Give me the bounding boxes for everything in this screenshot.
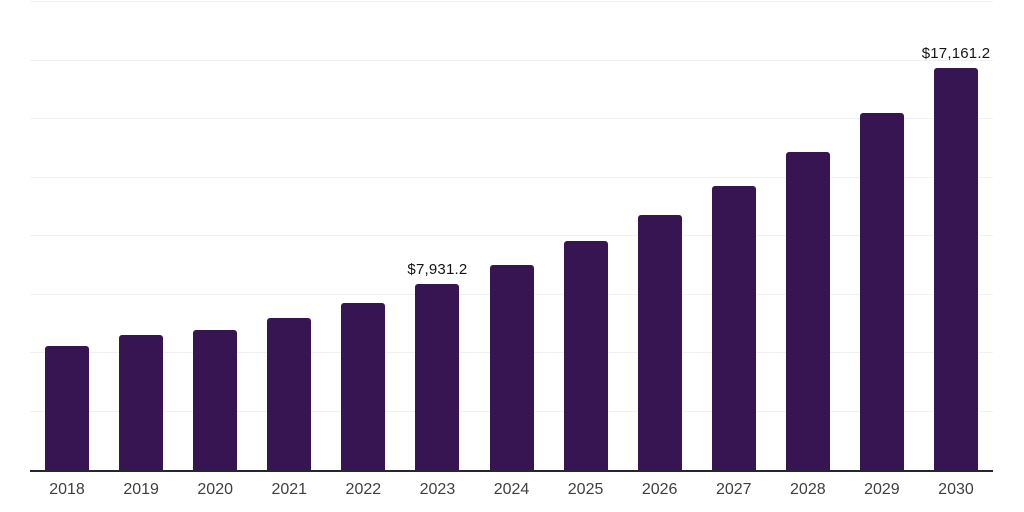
x-axis-label-2028: 2028 <box>790 481 826 498</box>
bar-2026 <box>637 214 682 470</box>
bar-2024 <box>489 265 534 470</box>
bar-slot-2030: $17,161.2 <box>919 2 993 470</box>
plot-area: $7,931.2 $17,161.2 <box>30 1 993 472</box>
bar-slot-2026 <box>623 2 697 470</box>
gridline <box>30 235 993 236</box>
x-axis-label-2027: 2027 <box>715 481 752 498</box>
bar-2019 <box>119 335 164 470</box>
bar-2029 <box>859 113 904 470</box>
x-axis-label-2020: 2020 <box>197 481 233 498</box>
bar-2030 <box>933 68 978 470</box>
bar-2022 <box>341 302 386 470</box>
bar-slot-2029 <box>845 2 919 470</box>
gridline <box>30 176 993 178</box>
bar-2020 <box>193 329 238 470</box>
x-axis-label-2030: 2030 <box>938 481 974 498</box>
x-axis-label-2022: 2022 <box>345 481 382 498</box>
bar-slot-2021 <box>252 2 326 470</box>
gridline <box>30 1 993 2</box>
bar-slot-2024 <box>474 2 548 470</box>
bar-2018 <box>45 345 90 470</box>
x-axis-label-2023: 2023 <box>419 481 456 498</box>
bar-slot-2020 <box>178 2 252 470</box>
bar-slot-2018 <box>30 2 104 470</box>
bars-row: $7,931.2 $17,161.2 <box>30 2 993 470</box>
bar-slot-2019 <box>104 2 178 470</box>
bar-slot-2022 <box>326 2 400 470</box>
gridline <box>30 59 993 61</box>
x-axis-label-2021: 2021 <box>271 481 308 498</box>
bar-2023 <box>415 284 460 470</box>
data-label-2030: $17,161.2 <box>921 45 991 63</box>
bar-slot-2028 <box>771 2 845 470</box>
x-axis-label-2024: 2024 <box>493 481 530 498</box>
bar-2021 <box>267 317 312 470</box>
bar-slot-2025 <box>549 2 623 470</box>
x-axis: 2018 2019 2020 2021 2022 2023 2024 2025 2026 2027… <box>30 481 993 499</box>
x-axis-label-2026: 2026 <box>641 481 678 498</box>
bar-slot-2027 <box>697 2 771 470</box>
bar-2025 <box>563 240 608 470</box>
bar-slot-2023: $7,931.2 <box>400 2 474 470</box>
x-axis-label-2029: 2029 <box>864 481 900 498</box>
x-axis-label-2018: 2018 <box>49 481 85 498</box>
data-label-2023: $7,931.2 <box>407 261 468 279</box>
x-axis-label-2019: 2019 <box>123 481 159 498</box>
bar-2028 <box>785 151 830 470</box>
gridline <box>30 118 993 119</box>
bar-2027 <box>711 185 756 470</box>
x-axis-label-2025: 2025 <box>567 481 604 498</box>
